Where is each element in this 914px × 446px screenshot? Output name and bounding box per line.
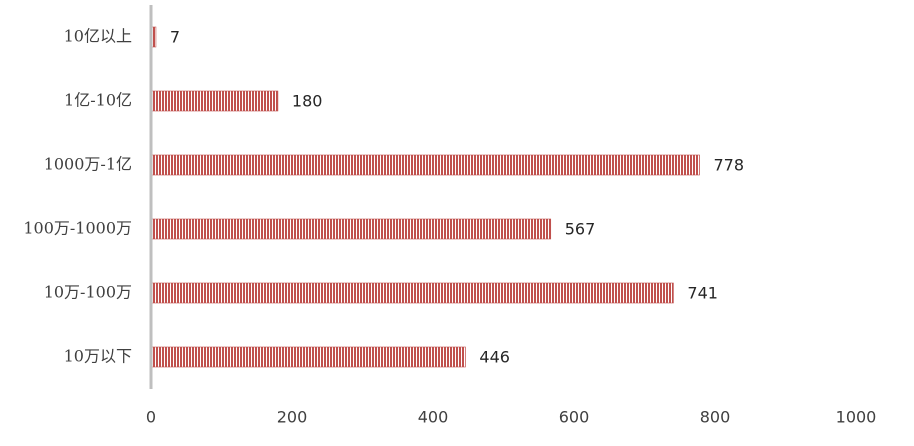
bar: [150, 154, 700, 176]
bar: [150, 346, 466, 368]
data-label: 180: [292, 92, 323, 111]
data-label: 778: [713, 156, 744, 175]
x-tick-label: 200: [277, 408, 308, 427]
bar: [150, 90, 279, 112]
data-label: 741: [687, 284, 718, 303]
y-tick-label: 100万-1000万: [23, 219, 132, 238]
bar: [150, 282, 674, 304]
y-tick-label: 10亿以上: [64, 27, 132, 46]
y-tick-label: 1亿-10亿: [64, 91, 132, 110]
x-tick-label: 400: [418, 408, 449, 427]
x-tick-label: 800: [700, 408, 731, 427]
bar: [150, 218, 552, 240]
x-tick-label: 0: [146, 408, 156, 427]
data-label: 7: [170, 28, 180, 47]
y-tick-label: 10万以下: [64, 347, 132, 366]
x-tick-label: 1000: [836, 408, 877, 427]
y-tick-label: 1000万-1亿: [44, 155, 132, 174]
y-tick-label: 10万-100万: [44, 283, 132, 302]
data-label: 567: [565, 220, 596, 239]
x-tick-label: 600: [559, 408, 590, 427]
data-label: 446: [479, 348, 510, 367]
